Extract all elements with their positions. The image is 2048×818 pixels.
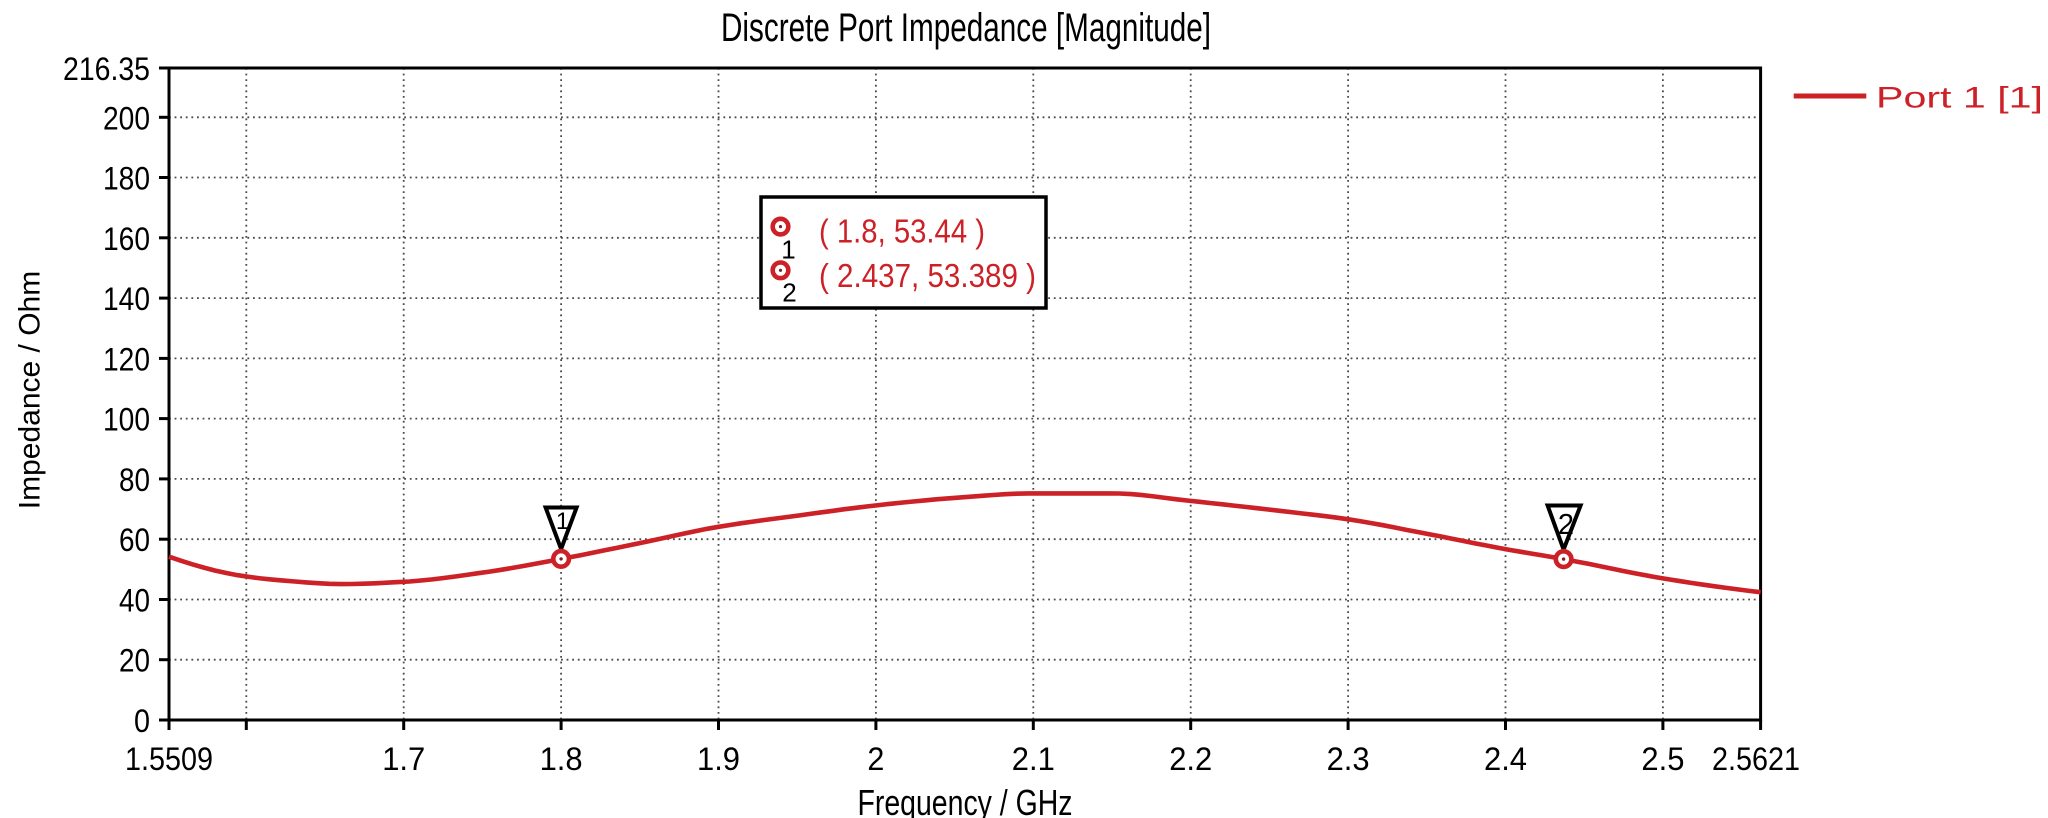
svg-text:20: 20 [119, 643, 150, 679]
svg-text:1: 1 [781, 235, 795, 265]
svg-text:60: 60 [119, 522, 150, 558]
svg-text:160: 160 [103, 221, 150, 257]
svg-text:2.4: 2.4 [1484, 741, 1527, 777]
svg-text:2.3: 2.3 [1327, 741, 1370, 777]
svg-text:140: 140 [103, 281, 150, 317]
svg-text:1.5509: 1.5509 [125, 741, 213, 777]
svg-text:80: 80 [119, 462, 150, 498]
svg-text:2.2: 2.2 [1169, 741, 1212, 777]
svg-text:216.35: 216.35 [63, 51, 150, 87]
svg-text:( 1.8, 53.44 ): ( 1.8, 53.44 ) [819, 213, 985, 250]
svg-text:Frequency / GHz: Frequency / GHz [858, 782, 1073, 818]
svg-text:2: 2 [1558, 509, 1574, 541]
svg-text:120: 120 [103, 341, 150, 377]
svg-text:Discrete Port Impedance [Magni: Discrete Port Impedance [Magnitude] [721, 6, 1211, 50]
svg-text:200: 200 [103, 100, 150, 136]
svg-text:2: 2 [782, 278, 796, 308]
svg-text:100: 100 [103, 402, 150, 438]
svg-text:Impedance / Ohm: Impedance / Ohm [14, 271, 47, 509]
svg-text:40: 40 [119, 583, 150, 619]
svg-text:2.5: 2.5 [1641, 741, 1684, 777]
svg-text:1.7: 1.7 [382, 741, 425, 777]
svg-text:2.1: 2.1 [1012, 741, 1055, 777]
svg-text:2: 2 [867, 741, 884, 777]
svg-text:1.8: 1.8 [540, 741, 583, 777]
svg-text:2.5621: 2.5621 [1712, 741, 1800, 777]
svg-text:1.9: 1.9 [697, 741, 740, 777]
svg-text:( 2.437, 53.389 ): ( 2.437, 53.389 ) [819, 257, 1036, 294]
svg-text:0: 0 [134, 703, 150, 739]
svg-text:Port 1 [1]: Port 1 [1] [1876, 82, 2043, 115]
svg-text:180: 180 [103, 161, 150, 197]
svg-text:1: 1 [556, 508, 569, 535]
